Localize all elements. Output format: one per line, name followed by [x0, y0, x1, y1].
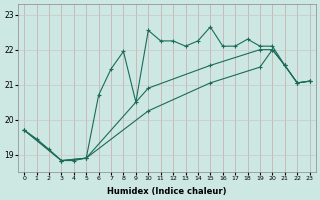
X-axis label: Humidex (Indice chaleur): Humidex (Indice chaleur): [107, 187, 227, 196]
